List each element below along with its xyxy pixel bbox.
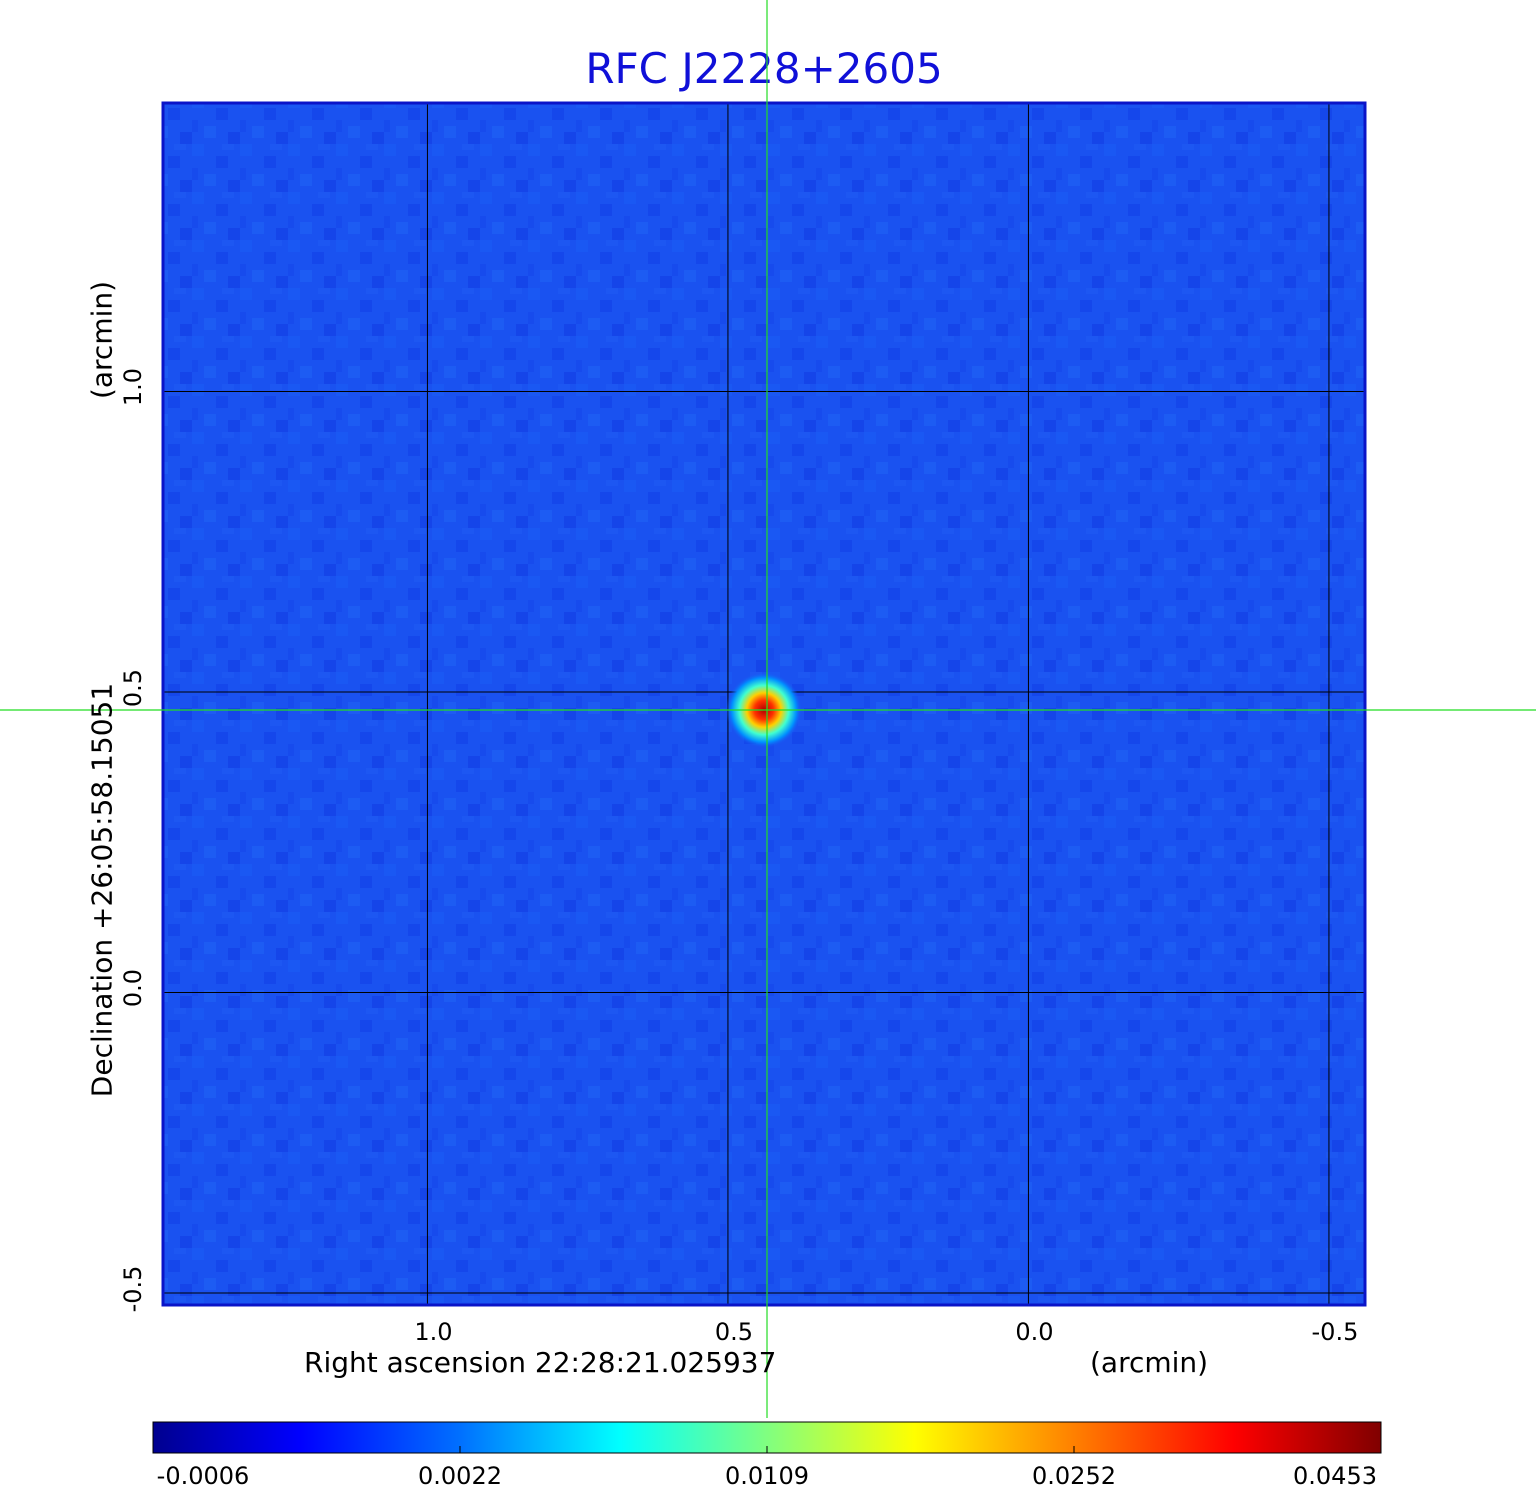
x-tick-label: 0.0	[1015, 1318, 1054, 1346]
y-tick-label: 0.0	[119, 969, 147, 1008]
y-tick-label: -0.5	[119, 1265, 147, 1313]
x-axis-unit: (arcmin)	[1090, 1346, 1209, 1379]
y-tick-label: 1.0	[119, 368, 147, 407]
x-tick-label: 1.0	[414, 1318, 453, 1346]
x-tick-label: -0.5	[1311, 1318, 1359, 1346]
y-tick-label: 0.5	[119, 668, 147, 708]
colorbar-tick-label: 0.0022	[418, 1462, 502, 1490]
plot-frame	[161, 101, 1367, 1307]
chart-title: RFC J2228+2605	[585, 44, 943, 93]
colorbar-tick-label: -0.0006	[156, 1462, 250, 1490]
colorbar-tick-marks	[152, 1446, 1382, 1453]
x-axis-label: Right ascension 22:28:21.025937	[304, 1346, 777, 1379]
x-tick-label: 0.5	[714, 1318, 754, 1346]
colorbar-tick-label: 0.0109	[725, 1462, 809, 1490]
colorbar-tick-label: 0.0453	[1293, 1462, 1377, 1490]
y-axis-label: Declination +26:05:58.15051	[85, 682, 119, 1098]
colorbar-tick-label: 0.0252	[1032, 1462, 1116, 1490]
y-axis-unit: (arcmin)	[85, 280, 119, 400]
